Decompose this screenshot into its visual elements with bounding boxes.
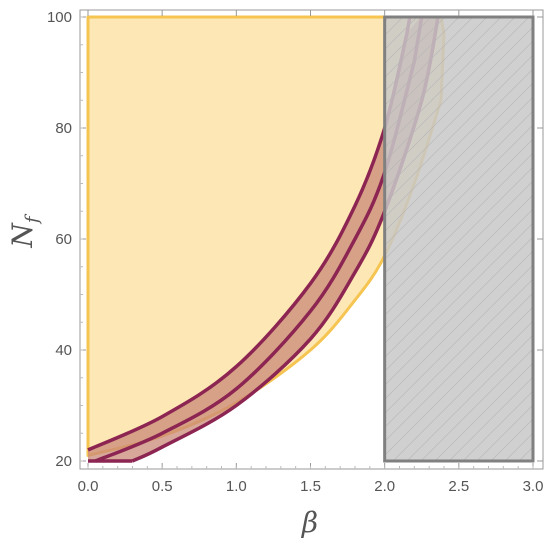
y-tick-label: 20	[55, 453, 72, 470]
y-tick-label: 100	[47, 9, 72, 26]
x-tick-label: 0.5	[152, 478, 173, 495]
ticks-layer: 0.0 0.5 1.0 1.5 2.0 2.5 3.0 20 40 60 80 100	[47, 9, 543, 495]
x-tick-label: 2.5	[448, 478, 469, 495]
x-tick-label: 3.0	[523, 478, 544, 495]
svg-text:Nf: Nf	[6, 213, 43, 249]
regions-layer	[86, 15, 535, 463]
x-tick-label: 2.0	[374, 478, 395, 495]
x-axis-title: β	[301, 506, 318, 539]
y-axis-title-main: N	[6, 222, 39, 249]
y-axis-title-sub: f	[22, 213, 43, 225]
x-tick-label: 1.5	[300, 478, 321, 495]
x-tick-label: 1.0	[226, 478, 247, 495]
y-tick-label: 60	[55, 231, 72, 248]
y-axis-title: Nf	[6, 213, 43, 249]
y-tick-label: 40	[55, 342, 72, 359]
excluded-box-border	[383, 15, 535, 463]
excluded-box-hatch	[384, 17, 533, 461]
x-tick-label: 0.0	[78, 478, 99, 495]
y-tick-label: 80	[55, 120, 72, 137]
